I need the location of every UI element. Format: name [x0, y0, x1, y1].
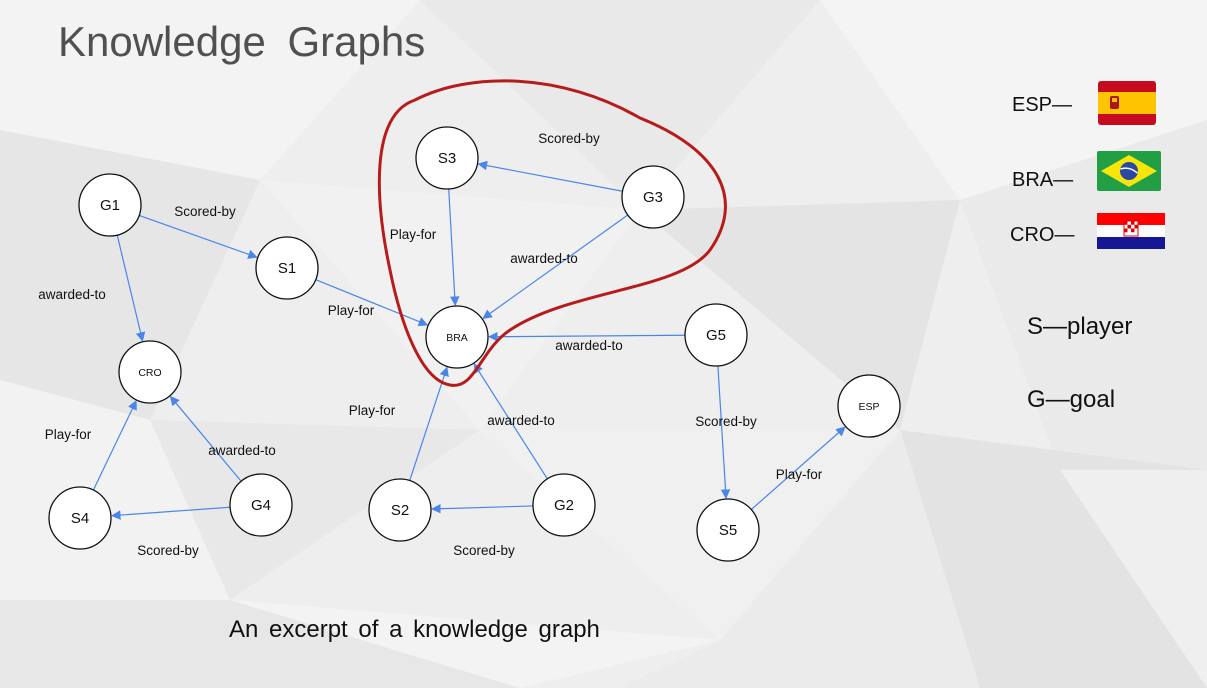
edge-g2-bra	[473, 363, 548, 480]
node-g2: G2	[532, 473, 596, 537]
edge-label-g3-s3: Scored-by	[538, 131, 600, 146]
legend-esp-label: ESP—	[1012, 94, 1073, 116]
node-label-cro: CRO	[138, 367, 161, 379]
edge-g5-bra	[488, 331, 686, 342]
node-circle-s2	[368, 478, 432, 542]
legend-bra-label: BRA—	[1012, 169, 1074, 191]
node-g1: G1	[78, 173, 142, 237]
edge-g3-bra	[482, 214, 629, 319]
edge-label-g1-cro: awarded-to	[38, 287, 106, 302]
node-s4: S4	[48, 486, 112, 550]
node-circle-g2	[532, 473, 596, 537]
node-g4: G4	[229, 473, 293, 537]
edge-label-s5-esp: Play-for	[776, 467, 823, 482]
nodes-layer: G1 S1 S3 G3 BRA CRO G5 ESP S4 G4 S2 G2 S5	[48, 126, 901, 562]
edge-g4-s4	[110, 506, 231, 520]
node-cro: CRO	[118, 340, 182, 404]
croatia-flag-icon	[1097, 213, 1165, 249]
node-circle-s4	[48, 486, 112, 550]
edge-g5-s5	[717, 365, 731, 500]
page-title: Knowledge Graphs	[58, 18, 426, 65]
spain-flag-icon	[1098, 81, 1156, 125]
node-label-g2: G2	[554, 497, 574, 514]
node-bra: BRA	[425, 305, 489, 369]
edge-label-s2-bra: Play-for	[349, 403, 396, 418]
legend-goal: G—goal	[1027, 386, 1116, 413]
highlight-loop	[377, 79, 727, 387]
node-label-bra: BRA	[446, 332, 468, 344]
edge-label-g4-s4: Scored-by	[137, 543, 199, 558]
edge-g1-cro	[116, 235, 146, 342]
edges-layer: Scored-by awarded-to Play-for Scored-by Play…	[38, 131, 846, 558]
edge-g3-s3	[477, 160, 623, 192]
edge-s1-bra	[315, 279, 429, 327]
node-label-s2: S2	[391, 502, 409, 519]
node-s3: S3	[415, 126, 479, 190]
node-circle-s3	[415, 126, 479, 190]
legend-esp: ESP—	[1012, 94, 1072, 117]
node-label-g1: G1	[100, 197, 120, 214]
figure-caption: An excerpt of a knowledge graph	[229, 616, 600, 643]
node-s5: S5	[696, 498, 760, 562]
node-label-s1: S1	[278, 260, 296, 277]
edge-label-s4-cro: Play-for	[45, 427, 92, 442]
legend-cro: CRO—	[1010, 224, 1074, 247]
node-g3: G3	[621, 165, 685, 229]
edge-label-g2-bra: awarded-to	[487, 413, 555, 428]
node-circle-s5	[696, 498, 760, 562]
node-esp: ESP	[837, 374, 901, 438]
legend-cro-label: CRO—	[1010, 224, 1075, 246]
edge-s3-bra	[448, 188, 460, 307]
brazil-flag-icon	[1097, 151, 1161, 191]
node-circle-esp	[837, 374, 901, 438]
edge-g1-s1	[139, 214, 258, 259]
edge-label-g2-s2: Scored-by	[453, 543, 515, 558]
node-g5: G5	[684, 303, 748, 367]
node-label-s5: S5	[719, 522, 737, 539]
node-circle-g4	[229, 473, 293, 537]
node-circle-s1	[255, 236, 319, 300]
node-label-s4: S4	[71, 510, 89, 527]
node-label-esp: ESP	[858, 401, 879, 413]
legend-bra: BRA—	[1012, 169, 1073, 192]
edge-label-s1-bra: Play-for	[328, 303, 375, 318]
edge-g4-cro	[169, 395, 242, 482]
node-circle-g3	[621, 165, 685, 229]
node-label-s3: S3	[438, 150, 456, 167]
legend-player: S—player	[1027, 313, 1133, 340]
node-circle-bra	[425, 305, 489, 369]
node-label-g4: G4	[251, 497, 271, 514]
node-circle-cro	[118, 340, 182, 404]
node-label-g3: G3	[643, 189, 663, 206]
node-s2: S2	[368, 478, 432, 542]
edge-s2-bra	[409, 366, 449, 481]
edge-label-g5-s5: Scored-by	[695, 414, 757, 429]
node-s1: S1	[255, 236, 319, 300]
edge-label-g1-s1: Scored-by	[174, 204, 236, 219]
edge-label-s3-bra: Play-for	[390, 227, 437, 242]
edge-s5-esp	[750, 426, 846, 510]
edge-s4-cro	[92, 399, 137, 491]
node-circle-g1	[78, 173, 142, 237]
edge-label-g5-bra: awarded-to	[555, 338, 623, 353]
edge-label-g4-cro: awarded-to	[208, 443, 276, 458]
edge-g2-s2	[431, 503, 534, 514]
node-label-g5: G5	[706, 327, 726, 344]
node-circle-g5	[684, 303, 748, 367]
edge-label-g3-bra: awarded-to	[510, 251, 578, 266]
